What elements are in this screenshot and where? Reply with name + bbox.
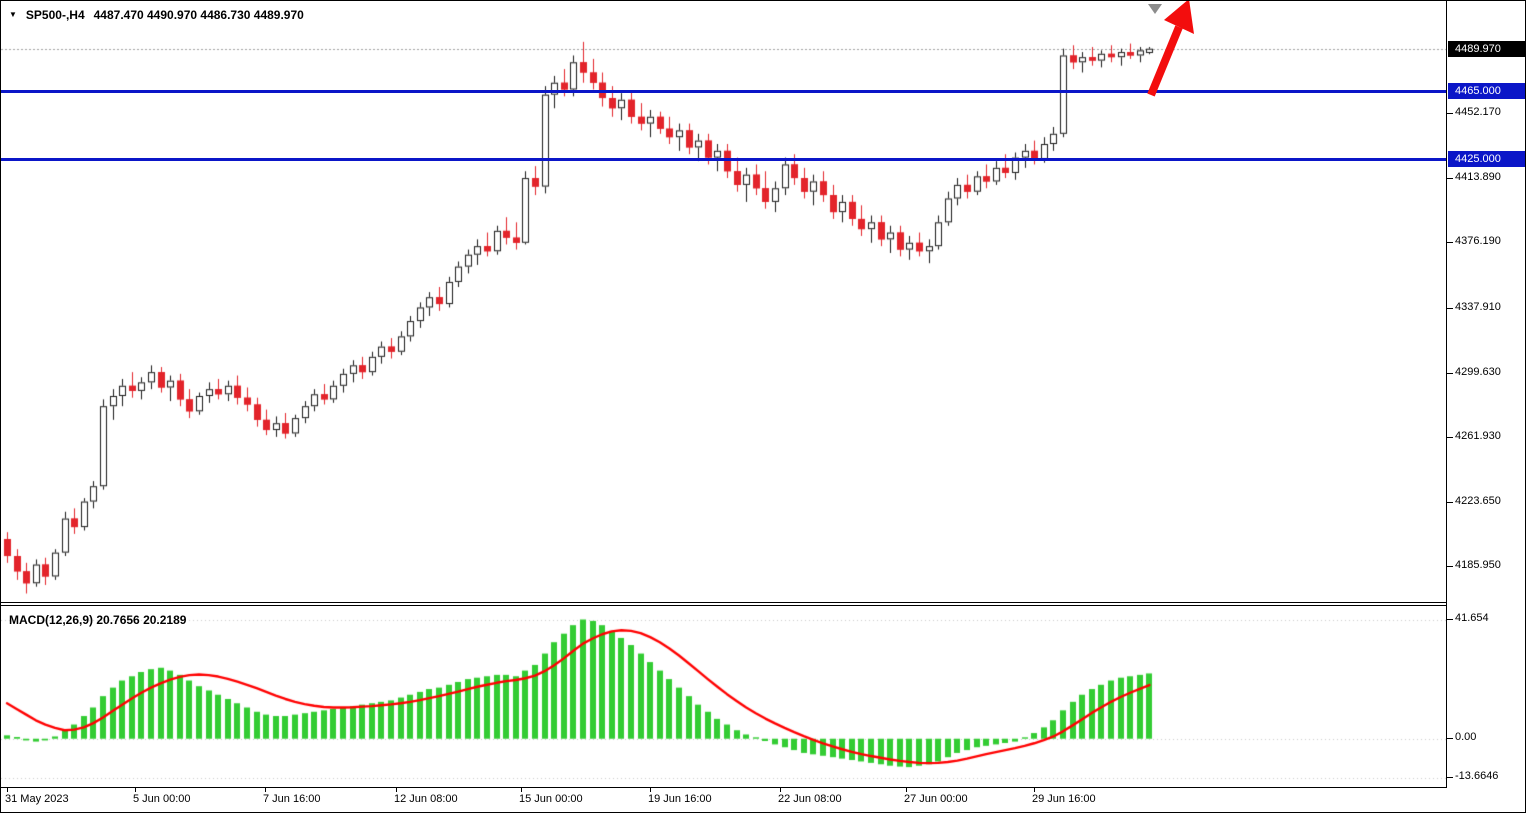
price-tick-mark [1447, 242, 1453, 243]
macd-tick-label: -13.6646 [1455, 769, 1499, 782]
macd-tick-mark [1447, 619, 1453, 620]
time-tick-label: 22 Jun 08:00 [778, 793, 842, 805]
price-tick-mark [1447, 437, 1453, 438]
time-tick-mark [1034, 788, 1035, 792]
support-line-price-label: 4425.000 [1448, 151, 1525, 167]
time-tick-label: 19 Jun 16:00 [648, 793, 712, 805]
macd-pane: MACD(12,26,9) 20.7656 20.2189 [1, 605, 1446, 788]
symbol-timeframe-label: SP500-,H4 [25, 8, 85, 22]
time-tick-label: 27 Jun 00:00 [904, 793, 968, 805]
time-tick-mark [135, 788, 136, 792]
current-price-label: 4489.970 [1448, 41, 1525, 57]
price-tick-label: 4337.910 [1455, 300, 1501, 313]
price-tick-label: 4452.170 [1455, 106, 1501, 119]
price-tick-mark [1447, 113, 1453, 114]
price-tick-mark [1447, 178, 1453, 179]
chart-shift-triangle [1148, 4, 1162, 14]
price-tick-label: 4185.950 [1455, 559, 1501, 572]
ohlc-readout: 4487.470 4490.970 4486.730 4489.970 [93, 8, 304, 22]
time-tick-label: 12 Jun 08:00 [394, 793, 458, 805]
time-tick-mark [650, 788, 651, 792]
time-tick-label: 29 Jun 16:00 [1032, 793, 1096, 805]
price-tick-label: 4223.650 [1455, 495, 1501, 508]
price-pane: ▼ SP500-,H4 4487.470 4490.970 4486.730 4… [1, 1, 1446, 603]
macd-tick-mark [1447, 777, 1453, 778]
time-tick-label: 7 Jun 16:00 [263, 793, 321, 805]
time-tick-mark [906, 788, 907, 792]
time-tick-mark [265, 788, 266, 792]
resistance-line-price-label: 4465.000 [1448, 83, 1525, 99]
resistance-line[interactable] [1, 90, 1446, 93]
price-tick-mark [1447, 308, 1453, 309]
macd-tick-mark [1447, 738, 1453, 739]
macd-tick-label: 0.00 [1455, 730, 1477, 743]
price-axis[interactable]: 4452.170 4413.890 4376.190 4337.910 4299.630… [1446, 1, 1525, 788]
chart-header: ▼ SP500-,H4 4487.470 4490.970 4486.730 4… [9, 8, 304, 22]
macd-indicator-label: MACD(12,26,9) 20.7656 20.2189 [9, 613, 187, 627]
time-tick-label: 5 Jun 00:00 [133, 793, 191, 805]
price-tick-label: 4376.190 [1455, 235, 1501, 248]
price-tick-mark [1447, 502, 1453, 503]
price-tick-label: 4261.930 [1455, 429, 1501, 442]
price-tick-label: 4413.890 [1455, 171, 1501, 184]
trend-arrow-icon[interactable] [1129, 0, 1219, 99]
time-tick-mark [521, 788, 522, 792]
price-tick-mark [1447, 566, 1453, 567]
support-line[interactable] [1, 158, 1446, 161]
trend-arrow-shaft [1147, 25, 1183, 97]
time-tick-mark [780, 788, 781, 792]
symbol-marker-icon: ▼ [9, 10, 17, 19]
trend-arrow-head [1164, 1, 1194, 34]
price-chart-canvas[interactable] [1, 1, 1446, 602]
macd-tick-label: 41.654 [1455, 612, 1489, 625]
price-tick-label: 4299.630 [1455, 365, 1501, 378]
macd-indicator-canvas[interactable] [1, 607, 1446, 787]
time-tick-label: 31 May 2023 [5, 793, 69, 805]
time-tick-mark [396, 788, 397, 792]
time-tick-mark [7, 788, 8, 792]
time-axis[interactable]: 31 May 2023 5 Jun 00:00 7 Jun 16:00 12 Jun … [1, 788, 1525, 812]
time-tick-label: 15 Jun 00:00 [519, 793, 583, 805]
price-tick-mark [1447, 373, 1453, 374]
chart-shift-marker-icon[interactable] [1147, 3, 1163, 15]
